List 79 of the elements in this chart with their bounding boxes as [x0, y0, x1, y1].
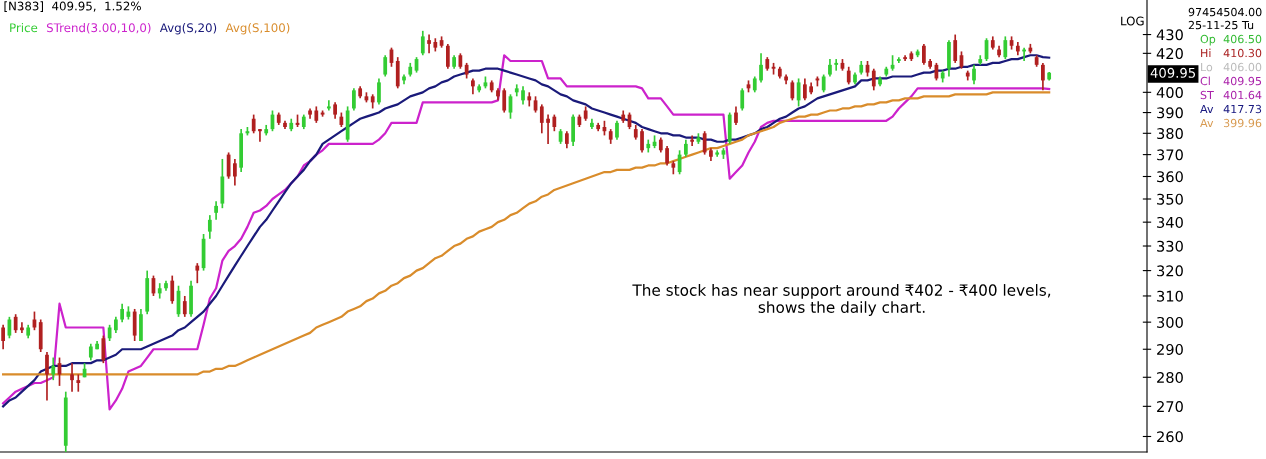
y-tick-label: 430	[1156, 29, 1183, 41]
candlestick	[972, 64, 976, 86]
text: STrend(3.00,10,0)	[46, 23, 151, 34]
candlestick	[182, 295, 187, 318]
y-tick-label: 270	[1157, 401, 1183, 413]
candlestick	[759, 52, 763, 84]
candlestick	[740, 87, 745, 112]
y-tick-label: 350	[1157, 193, 1183, 205]
candlestick	[51, 356, 56, 381]
y-tick-label: 330	[1157, 240, 1183, 252]
candlestick	[502, 87, 507, 114]
y-tick-label: 420	[1156, 48, 1183, 60]
candlestick	[690, 134, 695, 147]
y-tick-label: 370	[1157, 149, 1183, 161]
y-tick-label: 320	[1157, 265, 1183, 277]
candlestick	[13, 313, 18, 334]
y-tick-label: 390	[1157, 107, 1183, 119]
y-tick-label: 310	[1157, 290, 1183, 302]
candlestick	[445, 43, 450, 70]
text: Avg(S,100)	[225, 23, 290, 35]
candlestick	[1003, 35, 1008, 60]
candlestick	[377, 77, 381, 106]
candlestick	[521, 85, 525, 106]
candlestick	[352, 87, 356, 112]
candlestick	[420, 30, 425, 57]
candlestick	[803, 77, 807, 102]
y-tick-label: 280	[1157, 372, 1183, 384]
text: Hi 410.30	[1201, 48, 1262, 58]
text: 409.95	[1150, 67, 1196, 78]
text: 25-11-25 Tu	[1188, 20, 1254, 30]
candlestick	[734, 105, 738, 126]
y-tick-label: 260	[1157, 431, 1183, 443]
candlestick	[834, 58, 839, 72]
y-tick-label: 380	[1157, 128, 1183, 140]
candlestick	[233, 158, 237, 187]
candlestick	[70, 362, 74, 393]
candlestick	[1, 323, 6, 351]
y-tick-label: 300	[1157, 316, 1183, 328]
candlestick	[120, 302, 125, 323]
y-tick-label: 360	[1157, 171, 1183, 183]
candlestick	[258, 128, 262, 143]
candlestick	[546, 113, 550, 145]
candlestick	[615, 119, 619, 141]
candlestick	[251, 113, 256, 135]
text: Cl 409.95	[1200, 76, 1262, 86]
candlestick	[1041, 62, 1045, 92]
candlestick	[640, 128, 644, 154]
chart-title: [N383] 409.95, 1.52%	[4, 1, 141, 12]
candlestick	[539, 103, 544, 135]
candlestick	[427, 33, 431, 55]
candlestick	[76, 373, 81, 393]
text: Av 399.96	[1200, 118, 1262, 128]
candlestick	[195, 262, 200, 285]
candlestick	[45, 351, 49, 402]
y-tick-label: 400	[1156, 87, 1183, 99]
candlestick	[953, 33, 958, 64]
text: Avg(S,20)	[159, 23, 217, 35]
y-tick-label: 290	[1157, 343, 1183, 355]
candlestick	[665, 145, 669, 167]
candlestick	[170, 274, 175, 305]
y-tick-label: 340	[1157, 216, 1183, 228]
annotation: Price	[10, 23, 38, 33]
candlestick	[790, 79, 795, 102]
text: 97454504.00	[1188, 7, 1262, 17]
candlestick	[871, 67, 876, 92]
candlestick	[383, 54, 388, 78]
candlestick	[702, 130, 707, 156]
candlestick	[207, 214, 212, 240]
text: Op 406.50	[1200, 34, 1262, 46]
annotation: The stock has near support around ₹402 - ₹400 levels, shows the daily chart.	[632, 284, 1051, 316]
candlestick	[101, 334, 106, 364]
text: Av 417.73	[1200, 104, 1262, 114]
text: LOG	[1121, 16, 1144, 26]
candlestick	[226, 151, 231, 180]
candlestick	[326, 99, 331, 112]
text: Lo 406.00	[1201, 62, 1262, 72]
candlestick	[214, 200, 218, 221]
text: ST 401.64	[1200, 90, 1262, 100]
candlestick	[922, 43, 926, 66]
